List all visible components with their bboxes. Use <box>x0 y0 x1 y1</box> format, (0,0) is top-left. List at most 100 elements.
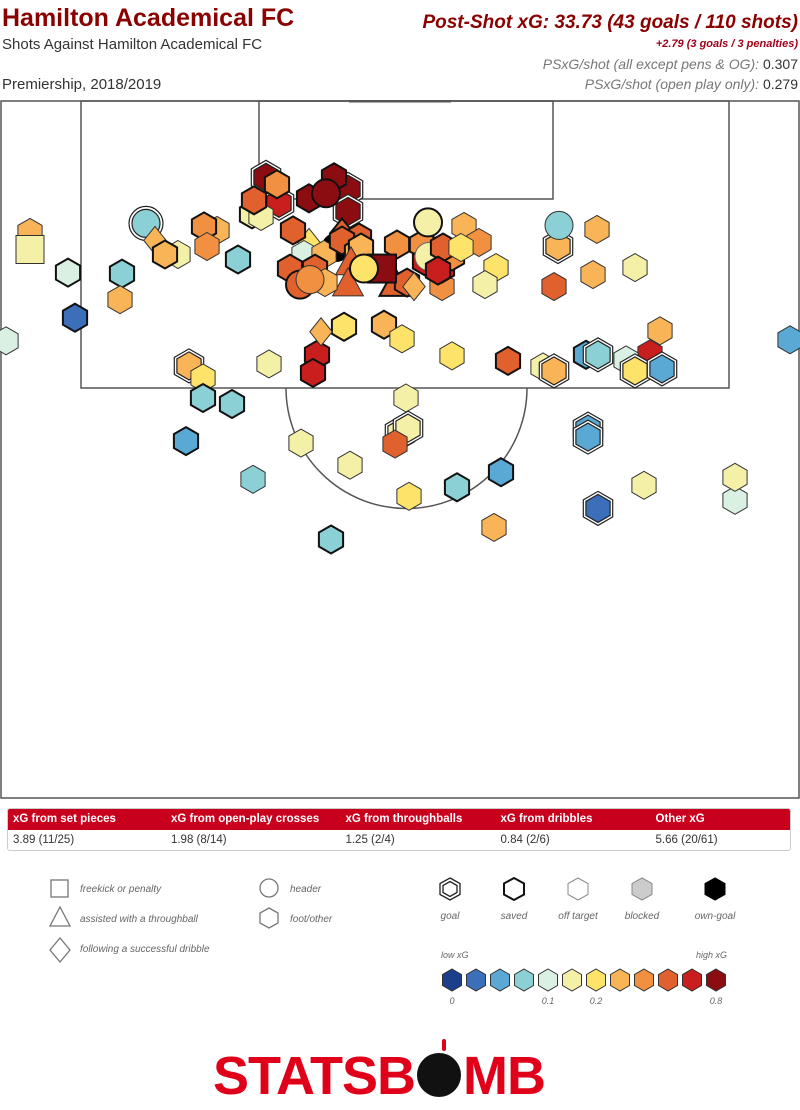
shot-marker <box>107 285 133 315</box>
legend-label-blocked: blocked <box>625 911 660 922</box>
xg-scale-high-label: high xG <box>696 950 727 960</box>
shot-marker <box>288 428 314 458</box>
shot-marker <box>189 382 217 414</box>
shot-marker <box>309 316 333 347</box>
shot-marker <box>582 337 614 373</box>
shot-marker <box>389 324 415 354</box>
shot-marker <box>481 512 507 542</box>
xg-scale-swatch <box>442 968 462 992</box>
page-subtitle: Shots Against Hamilton Academical FC <box>2 36 263 53</box>
shot-marker <box>382 429 408 459</box>
xg-color-scale <box>442 968 726 992</box>
shot-marker <box>299 357 327 389</box>
shot-marker <box>472 270 498 300</box>
legend-label-dribble: following a successful dribble <box>80 944 210 955</box>
shot-marker <box>311 178 341 209</box>
own-goal-icon <box>704 877 726 901</box>
xg-header-open-play-crosses: xG from open-play crosses <box>170 813 320 825</box>
shot-marker <box>443 472 471 503</box>
shot-marker <box>240 464 266 494</box>
xg-header-other: Other xG <box>655 813 705 825</box>
xg-scale-labels: low xG high xG 0 0.1 0.2 0.8 <box>441 950 727 1006</box>
legend-label-goal: goal <box>441 911 461 922</box>
shot-marker <box>424 255 452 286</box>
shot-marker <box>330 311 358 342</box>
shot-marker <box>218 388 246 420</box>
legend-label-foot: foot/other <box>290 914 333 925</box>
shot-marker <box>172 425 200 457</box>
xg-header-throughballs: xG from throughballs <box>345 813 463 825</box>
shot-marker <box>722 462 748 492</box>
shot-marker <box>619 353 651 389</box>
shot-marker <box>487 457 515 488</box>
shot-marker <box>279 215 307 246</box>
psxg-per-shot-all: PSxG/shot (all except pens & OG): 0.307 <box>543 56 798 72</box>
shot-marker <box>331 266 365 297</box>
shot-marker <box>61 302 89 333</box>
statsbomb-logo: STATSB MB <box>213 1039 546 1107</box>
shot-marker <box>544 210 574 240</box>
shot-marker <box>777 325 800 355</box>
blocked-icon <box>631 877 653 901</box>
shot-marker <box>15 234 45 264</box>
shot-marker <box>396 481 422 511</box>
psxg-per-shot-open-play-label: PSxG/shot (open play only): <box>584 76 760 92</box>
competition-label: Premiership, 2018/2019 <box>2 76 162 93</box>
shot-marker <box>108 258 136 289</box>
circle-icon <box>259 878 279 898</box>
psxg-per-shot-all-value: 0.307 <box>762 56 798 72</box>
psxg-per-shot-open-play: PSxG/shot (open play only): 0.279 <box>585 76 798 92</box>
xg-breakdown-value-row: 3.89 (11/25) 1.98 (8/14) 1.25 (2/4) 0.84… <box>8 830 790 850</box>
shot-marker <box>494 345 522 377</box>
shot-marker <box>541 272 567 302</box>
xg-value-other: 5.66 (20/61) <box>655 834 718 846</box>
shot-marker <box>224 244 252 275</box>
shots-layer <box>0 159 800 555</box>
xg-scale-tick-0-2: 0.2 <box>590 996 603 1006</box>
shot-marker <box>542 228 574 265</box>
triangle-icon <box>48 905 72 927</box>
xg-scale-swatch <box>658 968 678 992</box>
shape-legend <box>48 878 279 964</box>
shot-marker <box>538 353 570 389</box>
shot-marker <box>295 265 325 295</box>
psxg-per-shot-open-play-value: 0.279 <box>762 76 798 92</box>
shot-marker <box>622 253 648 283</box>
shot-marker <box>151 239 179 270</box>
shot-marker <box>448 232 474 263</box>
xg-scale-swatch <box>514 968 534 992</box>
legend-label-freekick: freekick or penalty <box>80 884 162 895</box>
xg-header-dribbles: xG from dribbles <box>500 813 593 825</box>
xg-value-throughballs: 1.25 (2/4) <box>345 834 395 846</box>
shot-marker <box>646 351 678 387</box>
xg-value-dribbles: 0.84 (2/6) <box>500 834 550 846</box>
xg-scale-swatch <box>610 968 630 992</box>
xg-scale-swatch <box>562 968 582 992</box>
shot-marker <box>263 169 291 200</box>
xg-scale-tick-0-1: 0.1 <box>542 996 555 1006</box>
xg-scale-swatch <box>538 968 558 992</box>
shot-marker <box>584 214 610 244</box>
hexagon-icon <box>259 907 279 929</box>
legend-label-own-goal: own-goal <box>695 911 736 922</box>
xg-scale-swatch <box>682 968 702 992</box>
shot-marker <box>54 257 82 288</box>
shot-marker <box>349 253 379 284</box>
legend: freekick or penalty assisted with a thro… <box>48 876 736 1006</box>
outcome-legend <box>439 876 726 902</box>
shot-marker <box>647 316 673 346</box>
shot-marker <box>580 260 606 290</box>
xg-scale-swatch <box>634 968 654 992</box>
xg-header-set-pieces: xG from set pieces <box>13 813 116 825</box>
shot-marker <box>0 326 19 356</box>
saved-icon <box>503 876 525 902</box>
xg-breakdown-table: xG from set pieces xG from open-play cro… <box>7 808 791 851</box>
diamond-icon <box>49 936 71 964</box>
xg-value-open-play-crosses: 1.98 (8/14) <box>170 834 227 846</box>
legend-label-saved: saved <box>501 911 528 922</box>
shot-marker <box>413 207 443 238</box>
page-title: Hamilton Academical FC <box>2 4 295 32</box>
shot-marker <box>337 450 363 480</box>
legend-label-header: header <box>290 884 322 895</box>
shape-legend-labels: freekick or penalty assisted with a thro… <box>80 884 333 955</box>
